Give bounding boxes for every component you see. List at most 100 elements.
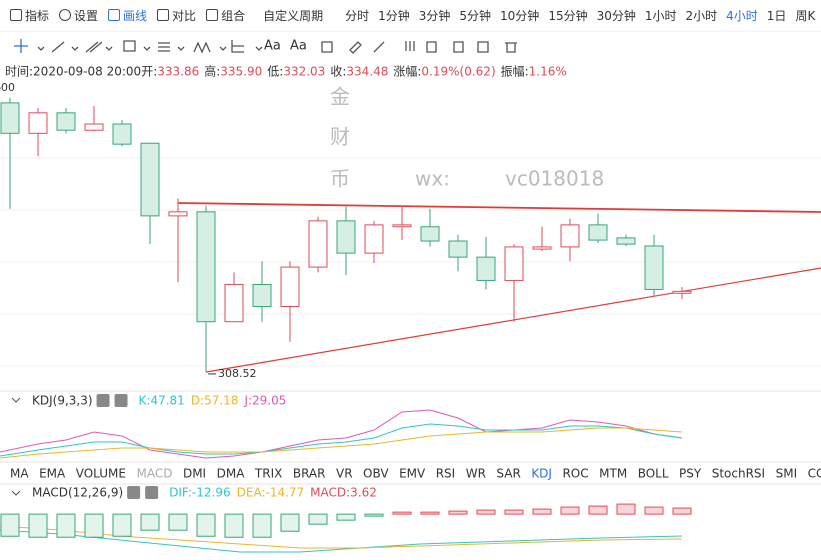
- kdj-k: K:47.81: [139, 394, 185, 408]
- font-tool-2[interactable]: Aa: [290, 39, 307, 54]
- period[interactable]: 5分钟: [459, 8, 492, 23]
- label: 设置: [74, 8, 99, 23]
- info-change: 0.19%(0.62): [421, 65, 495, 79]
- period[interactable]: 4小时: [726, 8, 758, 23]
- indicator-tab[interactable]: DMI: [183, 467, 206, 481]
- candle-body: [252, 283, 272, 308]
- indicator-tab[interactable]: RSI: [436, 467, 456, 481]
- label: 对比: [172, 8, 197, 23]
- macd-bar: [532, 508, 552, 515]
- indicator-tab[interactable]: MTM: [599, 467, 627, 481]
- macd-bar: [448, 510, 468, 515]
- label: 画线: [123, 8, 148, 23]
- info-change_label: 涨幅:: [393, 64, 421, 79]
- period[interactable]: 30分钟: [596, 8, 636, 23]
- indicator-tab[interactable]: VR: [336, 467, 353, 481]
- watermark-text: vc018018: [505, 167, 604, 191]
- indicator-tab[interactable]: KDJ: [531, 467, 552, 481]
- low-annotation: 308.52: [218, 367, 257, 380]
- indicator-tab[interactable]: MACD: [136, 467, 172, 481]
- candle-body: [364, 224, 384, 254]
- macd-bar: [252, 513, 272, 538]
- macd-bar: [196, 513, 216, 537]
- close-icon[interactable]: [145, 486, 159, 499]
- period[interactable]: 1日: [766, 8, 787, 23]
- tool-combo[interactable]: 组合: [206, 7, 245, 24]
- tool-settings[interactable]: 设置: [59, 7, 98, 24]
- macd-dea: DEA:-14.77: [237, 486, 305, 500]
- macd-bar: [392, 511, 412, 515]
- candle-body: [672, 290, 692, 294]
- watermark-char: 财: [330, 125, 350, 149]
- info-low_label: 低:: [267, 65, 283, 79]
- info-amplitude_label: 振幅:: [501, 64, 529, 79]
- period[interactable]: 10分钟: [500, 8, 540, 23]
- info-low: 332.03: [283, 65, 325, 79]
- period[interactable]: 15分钟: [548, 8, 588, 23]
- collapse-icon[interactable]: [11, 490, 21, 496]
- kdj-d: D:57.18: [191, 394, 239, 408]
- macd-bar: [308, 513, 328, 525]
- watermark-char: 币: [330, 167, 350, 191]
- indicator-tab[interactable]: TRIX: [254, 467, 282, 481]
- macd-bar: [588, 505, 608, 515]
- candle-body: [196, 211, 216, 323]
- period[interactable]: 周K: [795, 8, 816, 23]
- toolbar: 指标 设置 画线 对比 组合 自定义周期 分时 1分钟 3分钟 5分钟 10分钟 15分钟 3…: [0, 0, 821, 30]
- period[interactable]: 2小时: [685, 8, 718, 23]
- close-icon[interactable]: [114, 394, 128, 407]
- macd-bar: [364, 513, 384, 517]
- tool-draw[interactable]: 画线: [108, 7, 147, 24]
- period[interactable]: 1分钟: [378, 8, 410, 23]
- macd-bar: [56, 513, 76, 538]
- macd-bar: [336, 513, 356, 521]
- candle-body: [504, 246, 524, 281]
- indicator-tab[interactable]: EMA: [39, 467, 66, 481]
- candle-body: [280, 266, 300, 308]
- candle-body: [448, 240, 468, 258]
- candle-body: [420, 226, 440, 242]
- indicator-tab[interactable]: EMV: [399, 467, 426, 481]
- candle-body: [56, 112, 76, 131]
- indicator-tab[interactable]: DMA: [217, 467, 246, 481]
- period[interactable]: 3分钟: [418, 8, 451, 23]
- info-open: 333.86: [157, 65, 199, 79]
- candle-body: [0, 102, 20, 134]
- collapse-icon[interactable]: [11, 397, 21, 403]
- indicator-tab[interactable]: SMI: [776, 467, 798, 481]
- indicator-tab[interactable]: MA: [10, 467, 29, 481]
- indicator-tab[interactable]: BOLL: [638, 467, 669, 481]
- trend-line-upper[interactable]: [177, 202, 821, 213]
- macd-bar: [84, 513, 104, 538]
- period[interactable]: 自定义周期: [263, 8, 324, 23]
- info-bar: 时间:2020-09-08 20:00 开: 333.86 高: 335.90 低: 332…: [5, 64, 567, 79]
- indicator-tab[interactable]: VOLUME: [76, 467, 126, 481]
- indicator-tab[interactable]: StochRSI: [712, 467, 765, 481]
- indicator-tab[interactable]: PSY: [679, 467, 702, 481]
- macd-bar: [168, 513, 188, 531]
- tool-compare[interactable]: 对比: [157, 7, 196, 24]
- candle-body: [84, 123, 104, 131]
- period[interactable]: 1小时: [644, 8, 677, 23]
- indicator-tab[interactable]: SAR: [496, 467, 520, 481]
- indicator-tab[interactable]: ROC: [562, 467, 588, 481]
- macd-bar: [0, 513, 20, 537]
- candle-body: [476, 256, 496, 281]
- macd-bar: [476, 509, 496, 515]
- period[interactable]: 分时: [345, 8, 370, 23]
- settings-icon[interactable]: [127, 486, 141, 499]
- info-amplitude: 1.16%: [529, 65, 567, 79]
- indicator-tab[interactable]: CCI: [808, 467, 821, 481]
- watermark-text: wx:: [415, 167, 450, 191]
- tool-indicator[interactable]: 指标: [10, 7, 49, 24]
- indicator-tab[interactable]: OBV: [363, 467, 389, 481]
- candle-body: [28, 112, 48, 134]
- settings-icon[interactable]: [96, 394, 110, 407]
- kdj-header: KDJ(9,3,3) K:47.81 D:57.18 J:29.05: [11, 394, 286, 408]
- indicator-tab[interactable]: WR: [466, 467, 486, 481]
- macd-lines: [0, 525, 683, 553]
- font-tool[interactable]: Aa: [264, 39, 281, 54]
- macd-bar: [28, 513, 48, 538]
- indicator-tab[interactable]: BRAR: [293, 467, 326, 481]
